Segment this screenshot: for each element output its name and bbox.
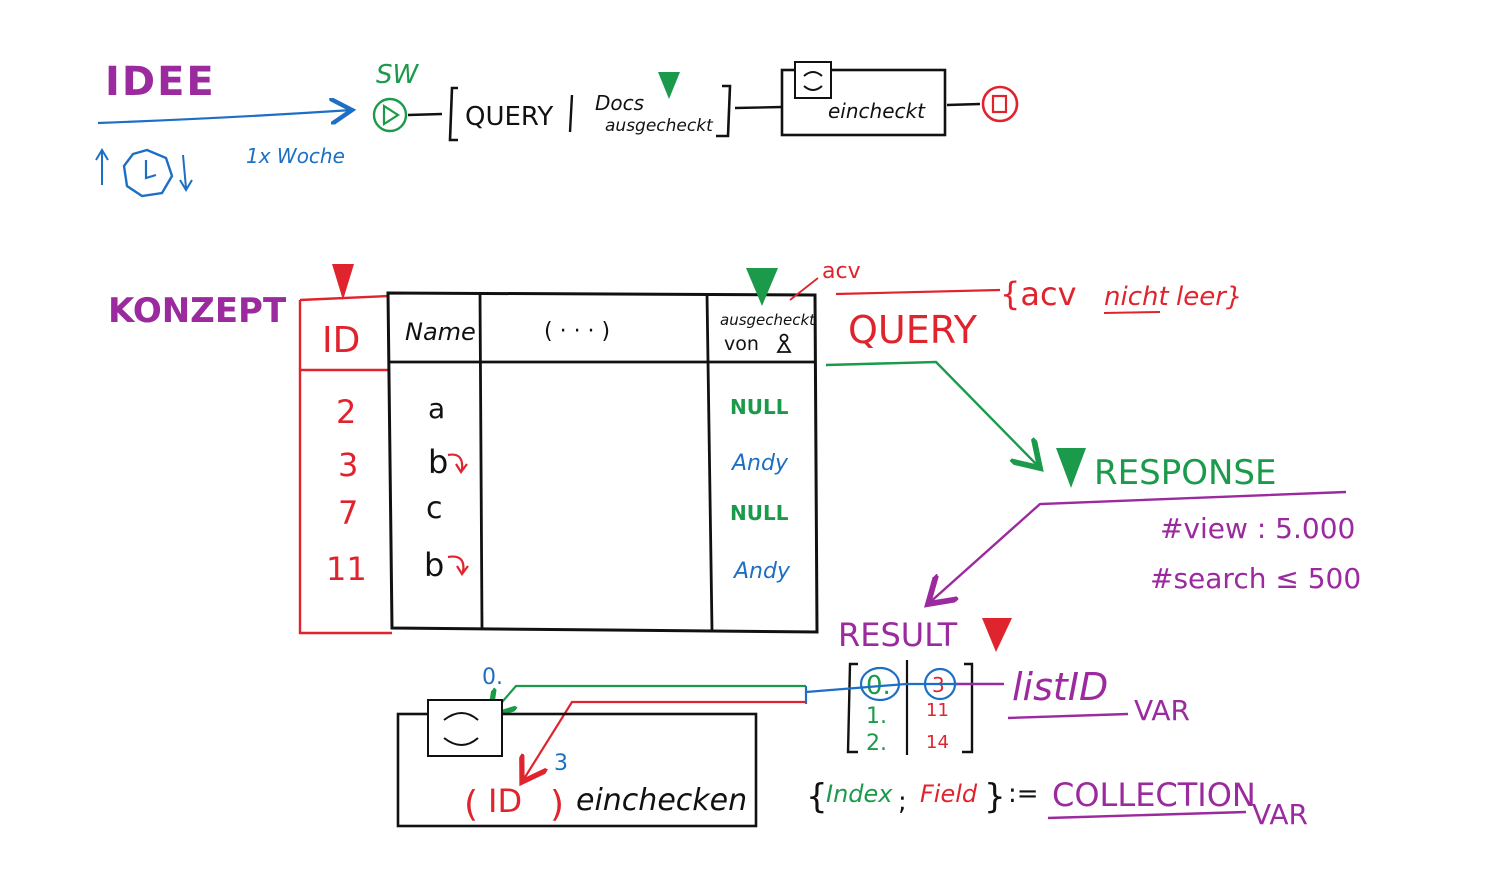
row-id: 11	[326, 550, 367, 588]
filter-triangle-icon	[1056, 448, 1086, 488]
header-more: ( · · · )	[544, 319, 610, 344]
data-table	[386, 291, 819, 634]
play-icon	[372, 97, 408, 133]
row-checked-out-by: NULL	[730, 501, 789, 525]
row-name: b	[424, 546, 444, 584]
flow-connector	[946, 102, 981, 107]
paren-close: )	[550, 784, 564, 825]
separator: ;	[898, 787, 907, 817]
filter-triangle-icon	[332, 264, 354, 300]
id-column	[298, 294, 392, 635]
var-label: VAR	[1134, 694, 1190, 727]
header-by: von	[724, 333, 759, 355]
table-row: 3 b Andy	[338, 443, 789, 484]
filter-nicht: nicht	[1104, 282, 1169, 312]
return-arrow-icon	[447, 555, 469, 576]
row-name: b	[428, 443, 448, 481]
collection-label: COLLECTION	[1052, 776, 1256, 814]
brace-open: {	[806, 777, 828, 817]
frequency-label: 1x Woche	[246, 144, 345, 168]
list-id-label: listID	[1012, 665, 1108, 709]
index-loop-line-blue	[805, 682, 958, 694]
list-index: 2.	[866, 731, 887, 756]
filter-line	[835, 288, 1001, 296]
acv-label: acv	[822, 259, 861, 284]
checkin-action-box	[396, 712, 758, 828]
docs-sublabel: ausgecheckt	[605, 116, 714, 136]
checkin-label: eincheckt	[828, 99, 926, 123]
query-to-response-arrow	[825, 360, 1040, 468]
header-name: Name	[405, 318, 476, 346]
brace-close: }	[984, 777, 1006, 817]
filter-open: {acv	[1000, 275, 1077, 313]
checkin-box	[780, 68, 947, 137]
return-arrow-icon	[447, 453, 468, 474]
field-word: Field	[920, 780, 978, 808]
list-value: 11	[926, 700, 949, 721]
idea-arrow	[97, 110, 352, 123]
acv-pointer	[789, 277, 819, 301]
index-word: Index	[826, 780, 893, 808]
row-id: 2	[336, 393, 356, 431]
query-divider	[568, 94, 574, 133]
result-list	[846, 660, 974, 755]
nicht-underline	[1103, 311, 1161, 314]
loop-index-label: 0.	[482, 665, 503, 690]
filter-triangle-icon	[982, 618, 1012, 652]
query-bracket-open	[448, 86, 458, 142]
list-index: 1.	[866, 704, 887, 729]
checkin-action-label: einchecken	[576, 783, 747, 818]
idea-title: IDEE	[105, 59, 216, 105]
filter-leer: leer}	[1176, 282, 1242, 312]
stop-icon	[981, 85, 1019, 123]
row-name: a	[428, 392, 445, 425]
value-loop-arrow	[522, 700, 806, 782]
table-row: 2 a NULL	[336, 392, 789, 431]
result-label: RESULT	[838, 616, 958, 654]
var-label: VAR	[1252, 798, 1308, 831]
docs-label: Docs	[595, 91, 644, 115]
idea-query-label: QUERY	[465, 102, 553, 132]
concept-title: KONZEPT	[108, 291, 287, 331]
search-limit: #search ≤ 500	[1150, 562, 1361, 595]
start-label: SW	[376, 60, 420, 90]
collection-underline	[1047, 810, 1247, 820]
flow-connector	[734, 105, 783, 110]
header-id: ID	[322, 320, 360, 361]
filter-triangle-icon	[746, 268, 778, 306]
table-row: 11 b Andy	[326, 546, 791, 588]
response-label: RESPONSE	[1094, 453, 1276, 493]
filter-triangle-icon	[658, 72, 680, 99]
response-to-result-arrow	[928, 490, 1347, 604]
list-value: 14	[926, 732, 949, 753]
table-row: 7 c NULL	[338, 491, 789, 532]
row-id: 3	[338, 446, 358, 484]
header-checked-out: ausgecheckt	[720, 311, 816, 329]
loop-icon	[427, 699, 503, 757]
row-name: c	[426, 491, 443, 526]
loop-icon	[794, 61, 832, 99]
row-checked-out-by: NULL	[730, 395, 789, 419]
row-id: 7	[338, 494, 358, 532]
view-limit: #view : 5.000	[1160, 512, 1355, 545]
row-checked-out-by: Andy	[730, 451, 789, 476]
paren-open: (	[464, 784, 478, 825]
checkin-id-label: ID	[488, 782, 522, 820]
concept-query-label: QUERY	[848, 308, 978, 352]
flow-connector	[407, 112, 443, 117]
row-checked-out-by: Andy	[732, 559, 791, 584]
query-bracket-close	[716, 84, 732, 138]
loop-value-label: 3	[554, 751, 568, 776]
user-icon	[776, 333, 792, 353]
timer-icon	[95, 148, 193, 198]
assign-operator: :=	[1008, 779, 1039, 809]
list-id-underline	[1007, 712, 1129, 720]
